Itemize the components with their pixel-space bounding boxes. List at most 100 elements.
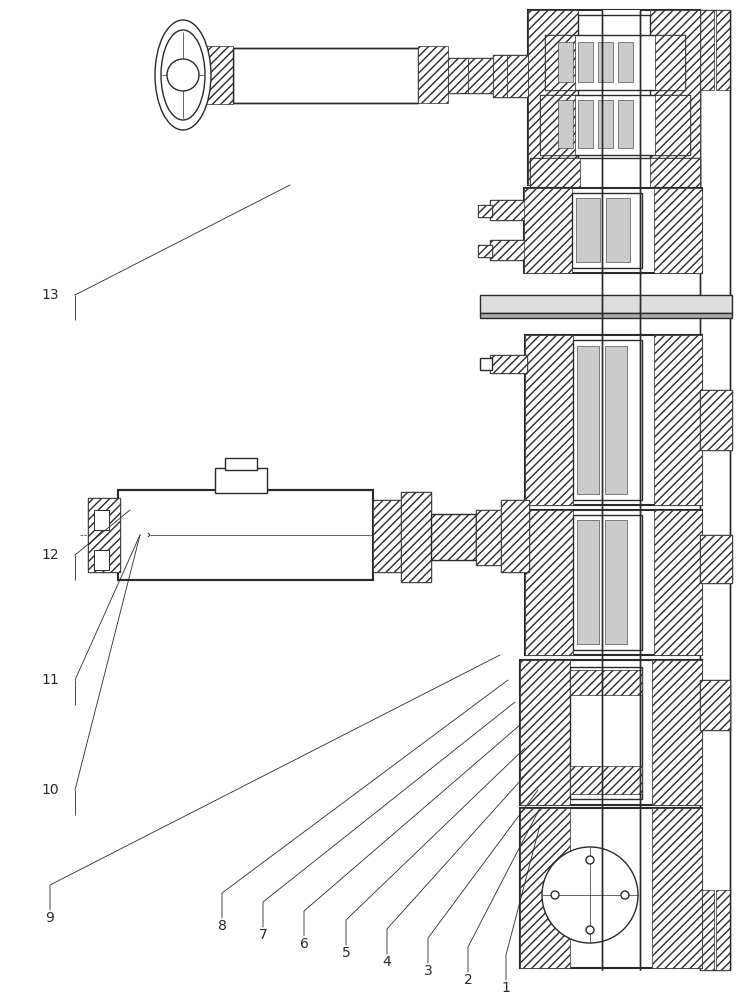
Bar (558, 100, 573, 148)
Bar (490, 355, 527, 373)
Bar (573, 515, 642, 650)
Bar (570, 667, 642, 799)
Bar (520, 808, 702, 968)
Bar (540, 95, 575, 155)
Bar (700, 535, 732, 583)
Bar (401, 492, 431, 582)
Bar (528, 10, 578, 185)
Bar (700, 390, 732, 450)
Bar (476, 510, 501, 565)
Bar (490, 200, 526, 220)
Bar (577, 346, 599, 494)
Circle shape (586, 856, 594, 864)
Ellipse shape (161, 30, 205, 120)
Bar (94, 550, 109, 570)
Bar (476, 510, 501, 565)
Bar (480, 313, 732, 318)
Bar (598, 100, 613, 148)
Bar (605, 346, 627, 494)
Bar (570, 766, 642, 794)
Bar (572, 193, 642, 268)
Bar (716, 890, 730, 970)
Bar (225, 458, 257, 470)
Bar (94, 510, 109, 530)
Bar (520, 808, 570, 968)
Bar (525, 510, 573, 655)
Bar (490, 240, 526, 260)
Bar (700, 10, 714, 90)
Bar (478, 205, 492, 217)
Bar (520, 660, 570, 805)
Bar (480, 358, 492, 370)
Bar (478, 205, 492, 217)
Bar (655, 35, 685, 90)
Bar (520, 660, 702, 805)
Text: 10: 10 (41, 783, 59, 797)
Bar (650, 158, 700, 188)
Text: 5: 5 (342, 946, 351, 960)
Text: 4: 4 (382, 955, 391, 969)
Bar (652, 660, 702, 805)
Text: 2: 2 (463, 973, 472, 987)
Bar (478, 245, 492, 257)
Bar (401, 492, 431, 582)
Bar (525, 335, 573, 505)
Bar (524, 188, 572, 273)
Bar (524, 188, 702, 273)
Bar (215, 468, 267, 493)
Bar (468, 58, 493, 93)
Bar (655, 95, 690, 155)
Bar (602, 10, 640, 970)
Bar (205, 46, 233, 104)
Bar (598, 42, 613, 82)
Bar (501, 500, 529, 572)
Bar (507, 55, 528, 97)
Bar (88, 498, 120, 572)
Bar (501, 500, 529, 572)
Bar (431, 514, 476, 560)
Bar (448, 58, 468, 93)
Bar (558, 42, 573, 82)
Bar (418, 46, 448, 103)
Bar (545, 35, 575, 90)
Bar (233, 48, 418, 103)
Text: 1: 1 (502, 981, 511, 995)
Bar (530, 158, 580, 188)
Bar (605, 520, 627, 644)
Text: 12: 12 (41, 548, 59, 562)
Bar (88, 498, 120, 572)
Bar (480, 295, 732, 313)
Bar (540, 95, 690, 155)
Bar (525, 510, 702, 655)
Circle shape (621, 891, 629, 899)
Bar (606, 198, 630, 262)
Circle shape (542, 847, 638, 943)
Bar (573, 340, 642, 500)
Ellipse shape (155, 20, 211, 130)
Bar (578, 15, 650, 180)
Bar (490, 355, 527, 373)
Text: 8: 8 (218, 919, 227, 933)
Bar (576, 198, 600, 262)
Bar (493, 55, 528, 97)
Bar (700, 390, 732, 450)
Bar (493, 55, 507, 97)
Circle shape (167, 59, 199, 91)
Text: 3: 3 (424, 964, 433, 978)
Bar (700, 680, 730, 730)
Bar (545, 35, 685, 90)
Bar (650, 10, 700, 185)
Bar (525, 335, 702, 505)
Bar (373, 500, 401, 572)
Bar (118, 490, 373, 580)
Bar (578, 100, 593, 148)
Bar (478, 245, 492, 257)
Bar (618, 100, 633, 148)
Bar (654, 188, 702, 273)
Bar (530, 158, 700, 188)
Bar (618, 42, 633, 82)
Bar (373, 500, 401, 572)
Bar (654, 510, 702, 655)
Bar (578, 42, 593, 82)
Text: 13: 13 (41, 288, 59, 302)
